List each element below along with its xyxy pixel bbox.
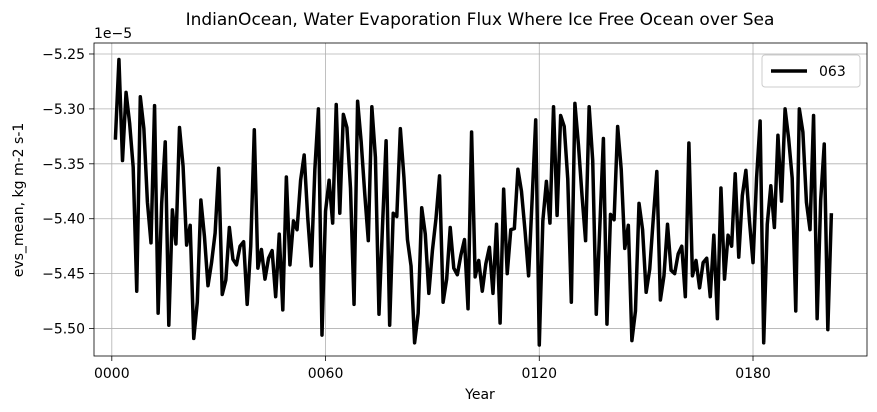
axis-ticks: 0000 0060 0120 0180 −5.50 −5.45 −5.40 −5.35 −5.3… <box>42 47 771 382</box>
x-tick-label: 0000 <box>94 366 130 382</box>
x-axis-label: Year <box>464 387 495 403</box>
y-tick-label: −5.40 <box>42 212 85 228</box>
legend: 063 <box>761 54 861 88</box>
series-layer <box>113 57 834 347</box>
y-tick-label: −5.30 <box>42 102 85 118</box>
y-tick-label: −5.45 <box>42 267 85 283</box>
y-tick-label: −5.50 <box>42 322 85 338</box>
y-axis-label: evs_mean, kg m-2 s-1 <box>11 123 27 278</box>
x-tick-label: 0060 <box>308 366 344 382</box>
legend-box <box>761 54 861 88</box>
x-tick-label: 0120 <box>521 366 557 382</box>
chart-title: IndianOcean, Water Evaporation Flux Wher… <box>186 10 775 30</box>
y-tick-label: −5.35 <box>42 157 85 173</box>
plot-frame <box>93 42 868 357</box>
legend-label-063: 063 <box>819 64 846 80</box>
x-tick-label: 0180 <box>735 366 771 382</box>
y-tick-label: −5.25 <box>42 47 85 63</box>
y-offset-label: 1e−5 <box>94 26 132 42</box>
series-line-063 <box>113 57 834 347</box>
